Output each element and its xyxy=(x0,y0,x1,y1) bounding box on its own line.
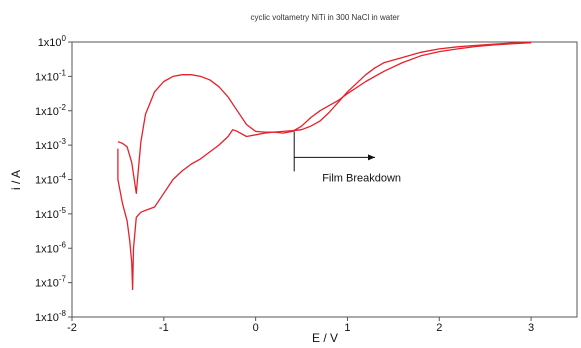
series-line-2 xyxy=(117,42,532,194)
x-tick-label: 1 xyxy=(344,322,350,334)
y-tick-exponent: -5 xyxy=(59,206,67,215)
x-tick-label: -1 xyxy=(159,322,169,334)
y-tick-base: 1x10 xyxy=(35,243,59,255)
x-tick-label: 3 xyxy=(528,322,534,334)
y-tick-label: 1x10-2 xyxy=(35,103,67,118)
x-tick-label: -2 xyxy=(67,322,77,334)
x-tick-label: 2 xyxy=(436,322,442,334)
y-tick-exponent: -1 xyxy=(59,68,67,77)
y-tick-exponent: -6 xyxy=(59,240,67,249)
y-tick-base: 1x10 xyxy=(38,37,62,49)
y-tick-base: 1x10 xyxy=(35,106,59,118)
y-tick-label: 1x10-8 xyxy=(35,309,67,324)
y-tick-exponent: -4 xyxy=(59,172,67,181)
y-tick-exponent: -8 xyxy=(59,309,67,318)
x-tick-label: 0 xyxy=(253,322,259,334)
y-tick-base: 1x10 xyxy=(35,140,59,152)
y-tick-base: 1x10 xyxy=(35,312,59,324)
annotation-arrowhead xyxy=(368,154,375,161)
series-group xyxy=(117,42,532,291)
series-line-1 xyxy=(117,42,532,291)
y-tick-exponent: -7 xyxy=(59,275,67,284)
chart-title: cyclic voltametry NiTi in 300 NaCl in wa… xyxy=(250,13,399,22)
y-tick-label: 1x10-3 xyxy=(35,137,67,152)
y-tick-label: 1x10-7 xyxy=(35,275,67,290)
x-axis-label: E / V xyxy=(312,331,338,345)
y-tick-base: 1x10 xyxy=(35,209,59,221)
y-tick-label: 1x10-5 xyxy=(35,206,67,221)
y-tick-label: 1x10-4 xyxy=(35,172,67,187)
y-tick-exponent: -3 xyxy=(59,137,67,146)
x-axis: -2 -1 0 1 2 3 xyxy=(67,317,534,334)
y-axis-label: i / A xyxy=(9,170,23,190)
y-axis: 1x1001x10-11x10-21x10-31x10-41x10-51x10-… xyxy=(35,34,72,324)
y-tick-exponent: 0 xyxy=(62,34,67,43)
y-tick-exponent: -2 xyxy=(59,103,67,112)
y-tick-label: 1x10-1 xyxy=(35,68,67,83)
annotation: Film Breakdown xyxy=(293,131,401,184)
y-tick-base: 1x10 xyxy=(35,71,59,83)
y-tick-base: 1x10 xyxy=(35,175,59,187)
annotation-label: Film Breakdown xyxy=(322,172,401,184)
y-tick-base: 1x10 xyxy=(35,278,59,290)
y-tick-label: 1x100 xyxy=(38,34,67,49)
y-tick-label: 1x10-6 xyxy=(35,240,67,255)
